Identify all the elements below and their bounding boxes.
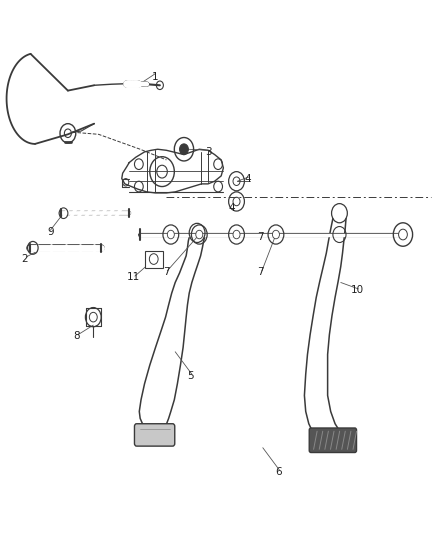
Text: 4: 4 xyxy=(229,203,236,213)
Text: 2: 2 xyxy=(21,254,28,263)
Text: 8: 8 xyxy=(73,331,80,341)
Circle shape xyxy=(167,230,174,239)
Text: 5: 5 xyxy=(187,371,194,381)
FancyBboxPatch shape xyxy=(134,424,175,446)
Circle shape xyxy=(196,230,203,239)
FancyBboxPatch shape xyxy=(145,251,163,268)
Text: 7: 7 xyxy=(163,267,170,277)
Circle shape xyxy=(233,230,240,239)
Text: 11: 11 xyxy=(127,272,140,282)
Circle shape xyxy=(180,144,188,155)
Circle shape xyxy=(272,230,279,239)
Text: 1: 1 xyxy=(152,72,159,82)
Text: 7: 7 xyxy=(257,267,264,277)
FancyBboxPatch shape xyxy=(309,428,357,453)
Text: 6: 6 xyxy=(275,467,282,477)
Text: 3: 3 xyxy=(205,147,212,157)
Circle shape xyxy=(399,229,407,240)
Text: 7: 7 xyxy=(257,232,264,242)
Text: 9: 9 xyxy=(47,227,54,237)
Text: 10: 10 xyxy=(350,286,364,295)
Text: 4: 4 xyxy=(244,174,251,183)
